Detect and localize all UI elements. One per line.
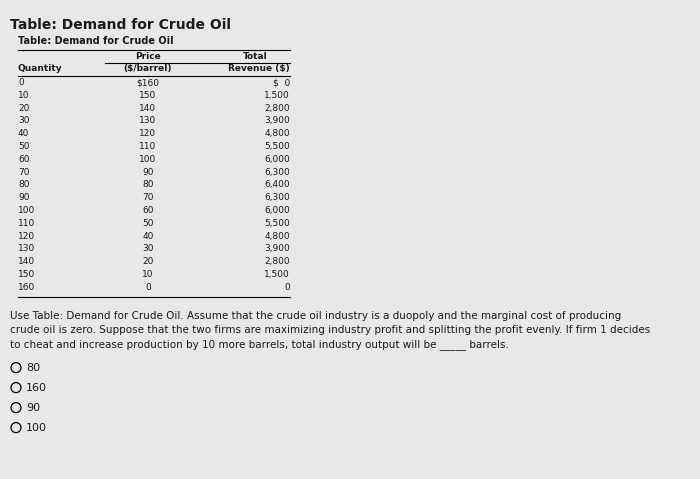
Text: 130: 130 [18, 244, 35, 253]
Text: 0: 0 [284, 283, 290, 292]
Text: 120: 120 [139, 129, 157, 138]
Text: 80: 80 [18, 181, 29, 189]
Text: 160: 160 [26, 383, 47, 393]
Text: 10: 10 [142, 270, 154, 279]
Text: ($/barrel): ($/barrel) [124, 64, 172, 73]
Text: 60: 60 [142, 206, 154, 215]
Text: 90: 90 [18, 193, 29, 202]
Text: 80: 80 [26, 363, 40, 373]
Text: 110: 110 [139, 142, 157, 151]
Text: 140: 140 [18, 257, 35, 266]
Text: 100: 100 [139, 155, 157, 164]
Text: 20: 20 [18, 103, 29, 113]
Text: 70: 70 [142, 193, 154, 202]
Text: 30: 30 [18, 116, 29, 125]
Text: 110: 110 [18, 219, 35, 228]
Text: 6,000: 6,000 [265, 206, 290, 215]
Text: 4,800: 4,800 [265, 129, 290, 138]
Text: 50: 50 [142, 219, 154, 228]
Text: 60: 60 [18, 155, 29, 164]
Text: 1,500: 1,500 [265, 91, 290, 100]
Text: 40: 40 [18, 129, 29, 138]
Text: 5,500: 5,500 [265, 219, 290, 228]
Text: 40: 40 [142, 232, 154, 240]
Text: Table: Demand for Crude Oil: Table: Demand for Crude Oil [10, 18, 231, 32]
Text: 3,900: 3,900 [265, 244, 290, 253]
Text: 150: 150 [139, 91, 157, 100]
Text: 6,000: 6,000 [265, 155, 290, 164]
Text: 2,800: 2,800 [265, 103, 290, 113]
Text: 50: 50 [18, 142, 29, 151]
Text: 130: 130 [139, 116, 157, 125]
Text: 160: 160 [18, 283, 35, 292]
Text: 6,300: 6,300 [265, 193, 290, 202]
Text: 6,300: 6,300 [265, 168, 290, 177]
Text: 5,500: 5,500 [265, 142, 290, 151]
Text: 120: 120 [18, 232, 35, 240]
Text: $160: $160 [136, 78, 160, 87]
Text: Total: Total [243, 52, 267, 61]
Text: 4,800: 4,800 [265, 232, 290, 240]
Text: 150: 150 [18, 270, 35, 279]
Text: Price: Price [135, 52, 161, 61]
Text: 2,800: 2,800 [265, 257, 290, 266]
Text: 1,500: 1,500 [265, 270, 290, 279]
Text: 100: 100 [18, 206, 35, 215]
Text: 30: 30 [142, 244, 154, 253]
Text: 100: 100 [26, 422, 47, 433]
Text: Quantity: Quantity [18, 64, 62, 73]
Text: 90: 90 [142, 168, 154, 177]
Text: 0: 0 [18, 78, 24, 87]
Text: Use Table: Demand for Crude Oil. Assume that the crude oil industry is a duopoly: Use Table: Demand for Crude Oil. Assume … [10, 310, 622, 320]
Text: 140: 140 [139, 103, 157, 113]
Text: 80: 80 [142, 181, 154, 189]
Text: 70: 70 [18, 168, 29, 177]
Text: $  0: $ 0 [273, 78, 290, 87]
Text: 90: 90 [26, 403, 40, 412]
Text: 10: 10 [18, 91, 29, 100]
Text: 20: 20 [142, 257, 154, 266]
Text: Table: Demand for Crude Oil: Table: Demand for Crude Oil [18, 36, 174, 46]
Text: 6,400: 6,400 [265, 181, 290, 189]
Text: to cheat and increase production by 10 more barrels, total industry output will : to cheat and increase production by 10 m… [10, 339, 509, 350]
Text: 0: 0 [145, 283, 151, 292]
Text: 3,900: 3,900 [265, 116, 290, 125]
Text: crude oil is zero. Suppose that the two firms are maximizing industry profit and: crude oil is zero. Suppose that the two … [10, 325, 650, 335]
Text: Revenue ($): Revenue ($) [228, 64, 290, 73]
